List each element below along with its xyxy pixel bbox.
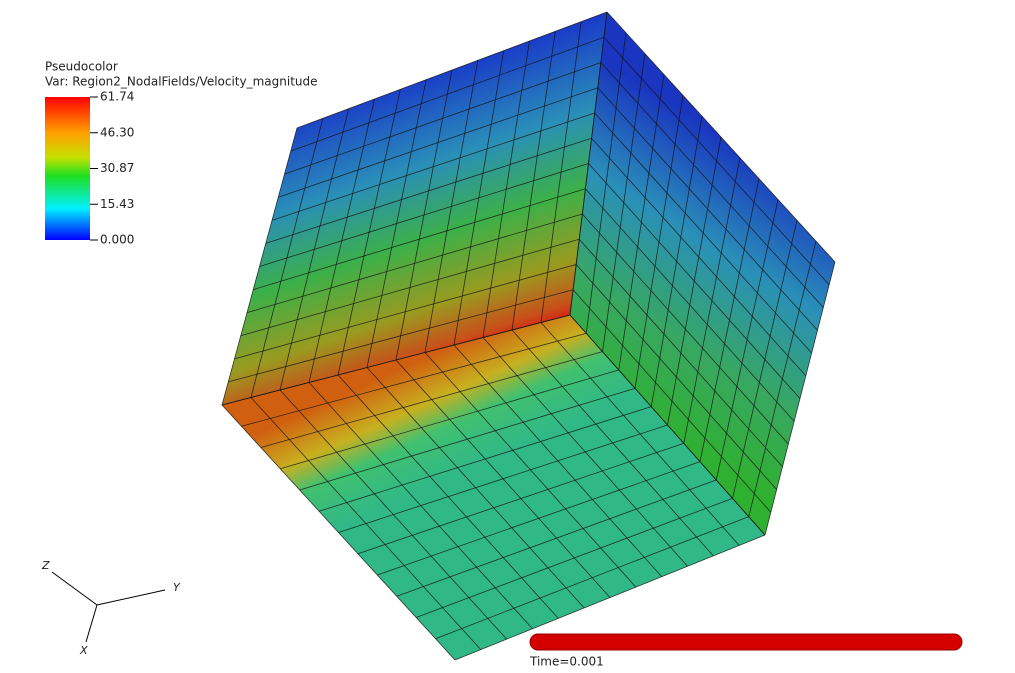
axis-x-label: X	[79, 644, 88, 657]
face-bottom	[222, 315, 765, 660]
mesh-line	[764, 261, 836, 536]
colorbar-tick-label: 46.30	[100, 125, 134, 139]
mesh-line	[748, 241, 817, 517]
face-right	[570, 12, 835, 535]
mesh-line	[572, 289, 772, 513]
axis-z-label: Z	[41, 559, 50, 572]
axis-triad	[51, 571, 166, 643]
mesh-cube	[221, 11, 836, 661]
axis-y	[96, 589, 166, 606]
colorbar-tick-label: 15.43	[100, 197, 134, 211]
mesh-line	[416, 497, 733, 618]
colorbar-ramp	[45, 97, 90, 240]
mesh-line	[540, 322, 740, 546]
mesh-line	[435, 516, 749, 640]
time-slider	[529, 633, 963, 651]
legend-title: Pseudocolor	[45, 60, 118, 74]
mesh-line	[569, 314, 766, 536]
colorbar-tick-label: 61.74	[100, 90, 134, 104]
axis-y-label: Y	[173, 581, 181, 594]
legend-variable: Var: Region2_NodalFields/Velocity_magnit…	[45, 75, 318, 89]
mesh-line	[228, 289, 574, 383]
mesh-line	[454, 534, 766, 661]
time-label: Time=0.001	[529, 655, 604, 669]
colorbar: Pseudocolor Var: Region2_NodalFields/Vel…	[45, 60, 318, 247]
mesh-line	[575, 264, 777, 490]
mesh-line	[234, 264, 577, 360]
colorbar-tick-label: 0.000	[100, 233, 134, 247]
colorbar-tick-label: 30.87	[100, 161, 134, 175]
axis-z	[51, 571, 98, 606]
axis-x	[85, 604, 98, 643]
mesh-line	[540, 21, 582, 323]
